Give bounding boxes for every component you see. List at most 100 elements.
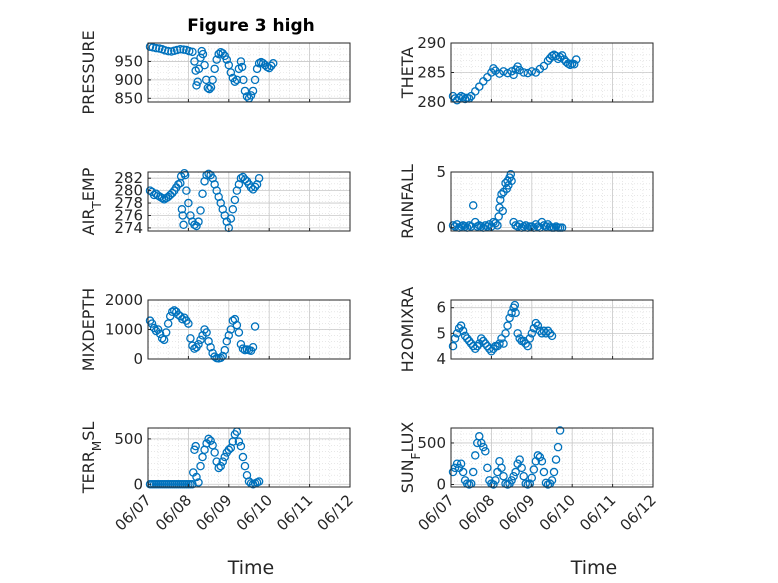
panel-7-data-point <box>196 461 205 471</box>
panel-1-data-point <box>188 47 197 57</box>
panel-1-y-tick-label: 950 <box>114 52 143 70</box>
panel-6-data-point <box>533 321 543 330</box>
panel-7-data-point <box>220 452 230 462</box>
panel-8-data-point <box>477 438 486 448</box>
panel-1-axes-box <box>147 42 351 103</box>
panel-4-data-point <box>498 206 507 216</box>
panel-3-data-point <box>254 173 264 183</box>
panel-1-data-point <box>246 91 256 100</box>
panel-8-axes-box <box>450 427 654 488</box>
panel-7-data-point <box>206 436 215 445</box>
panel-7-data-point <box>191 441 200 451</box>
panel-3-data-point <box>174 180 183 189</box>
panel-6-axes-box <box>450 299 654 360</box>
panel-3-data-point <box>226 214 236 223</box>
panel-6-y-axis-label: H2OMIXRA <box>398 287 417 373</box>
panel-6-data-point <box>458 326 468 336</box>
panel-8-y-tick-label: 0 <box>436 476 446 494</box>
panel-6-data-point <box>547 331 557 341</box>
panel-4-y-tick-label: 0 <box>436 219 446 237</box>
panel-3-data-point <box>167 188 177 198</box>
panel-5-data-point <box>224 331 234 340</box>
panel-3-data-point <box>184 198 193 208</box>
panel-3-data-point <box>250 182 260 192</box>
panel-7-data-point <box>254 477 264 486</box>
panel-6-data-point <box>513 329 522 338</box>
panel-3-y-tick-label: 282 <box>114 169 143 187</box>
panel-8-data-point <box>527 473 537 483</box>
panel-3-y-tick-label: 274 <box>114 219 143 237</box>
panel-5-data-point <box>196 335 205 345</box>
panel-1-data-point <box>218 49 227 58</box>
panel-1-data-point <box>226 68 236 77</box>
panel-4-data-point <box>497 190 506 199</box>
panel-8-data-point <box>533 451 543 460</box>
panel-5-data-point <box>155 329 165 339</box>
panel-7-data-point <box>194 478 203 487</box>
panel-4-data-point <box>507 176 516 186</box>
panel-7-data-point <box>192 472 201 482</box>
panel-5-data-point <box>184 319 193 328</box>
panel-8-data-point <box>519 471 528 481</box>
panel-7-y-tick-label: 0 <box>133 475 143 493</box>
panel-6-data-point <box>473 341 482 351</box>
panel-1-data-point <box>203 83 213 93</box>
panel-1-data-point <box>212 55 221 64</box>
panel-3-data-point <box>179 220 188 230</box>
panel-5-y-tick-label: 1000 <box>105 321 143 339</box>
panel-1-data-point <box>250 75 260 85</box>
panel-5-y-axis-label: MIXDEPTH <box>79 288 98 371</box>
panel-2-data-point <box>487 68 496 77</box>
panel-8-data-point <box>553 442 563 452</box>
panel-2-data-point <box>569 59 579 69</box>
panel-3-data-point <box>194 217 203 226</box>
panel-4-data-point <box>494 212 503 221</box>
panel-5-data-point <box>218 351 227 361</box>
panel-5-data-point <box>222 337 232 346</box>
panel-1-y-tick-label: 900 <box>114 71 143 89</box>
panel-8-data-point <box>539 467 549 477</box>
panel-3-data-point <box>196 206 205 215</box>
panel-4-data-point <box>541 222 551 231</box>
panel-6-data-point <box>464 336 474 346</box>
panel-3-data-point <box>228 205 238 214</box>
panel-4-data-point <box>521 221 530 230</box>
panel-6-data-point <box>481 339 490 348</box>
panel-6-data-point <box>448 341 458 351</box>
panel-2-data-point <box>539 61 549 71</box>
panel-8-data-point <box>481 447 490 456</box>
panel-2-y-tick-label: 285 <box>417 64 446 82</box>
panel-6-data-point <box>477 334 486 343</box>
panel-6-data-point <box>495 339 504 348</box>
panel-2-data-point <box>499 67 508 76</box>
panel-5-data-point <box>236 339 246 349</box>
panel-8-data-point <box>511 467 520 477</box>
panel-5-data-point <box>153 325 163 334</box>
panel-7-data-point <box>218 457 227 466</box>
panel-5-data-point <box>157 334 167 343</box>
panel-2-y-tick-label: 280 <box>417 93 446 111</box>
panel-1-data-point <box>214 49 223 59</box>
panel-1-data-point <box>232 75 242 85</box>
panel-5-data-point <box>238 344 248 353</box>
panel-8-data-point <box>458 467 468 477</box>
panel-3-y-tick-label: 276 <box>114 206 143 224</box>
panel-1-data-point <box>179 45 188 54</box>
panel-4: 0 5 RAINFALL <box>398 163 654 239</box>
panel-4-data-point <box>468 201 478 210</box>
panel-8-data-point <box>537 456 547 466</box>
panel-5-data-point <box>210 352 219 361</box>
panel-5-data-point <box>194 339 203 349</box>
panel-1-data-point <box>176 45 185 54</box>
panel-2-data-point <box>509 70 518 80</box>
panel-3-data-point <box>149 190 159 200</box>
panel-6-y-tick-label: 6 <box>436 299 446 317</box>
panel-1-y-tick-label: 850 <box>114 89 143 107</box>
panel-4-data-point <box>496 195 505 205</box>
panel-8-data-point <box>499 471 508 481</box>
panel-7-y-tick-label: 500 <box>114 430 143 448</box>
panel-6-data-point <box>543 326 553 336</box>
panel-2-data-point <box>519 68 528 77</box>
x-axis-label-right: Time <box>570 557 618 579</box>
